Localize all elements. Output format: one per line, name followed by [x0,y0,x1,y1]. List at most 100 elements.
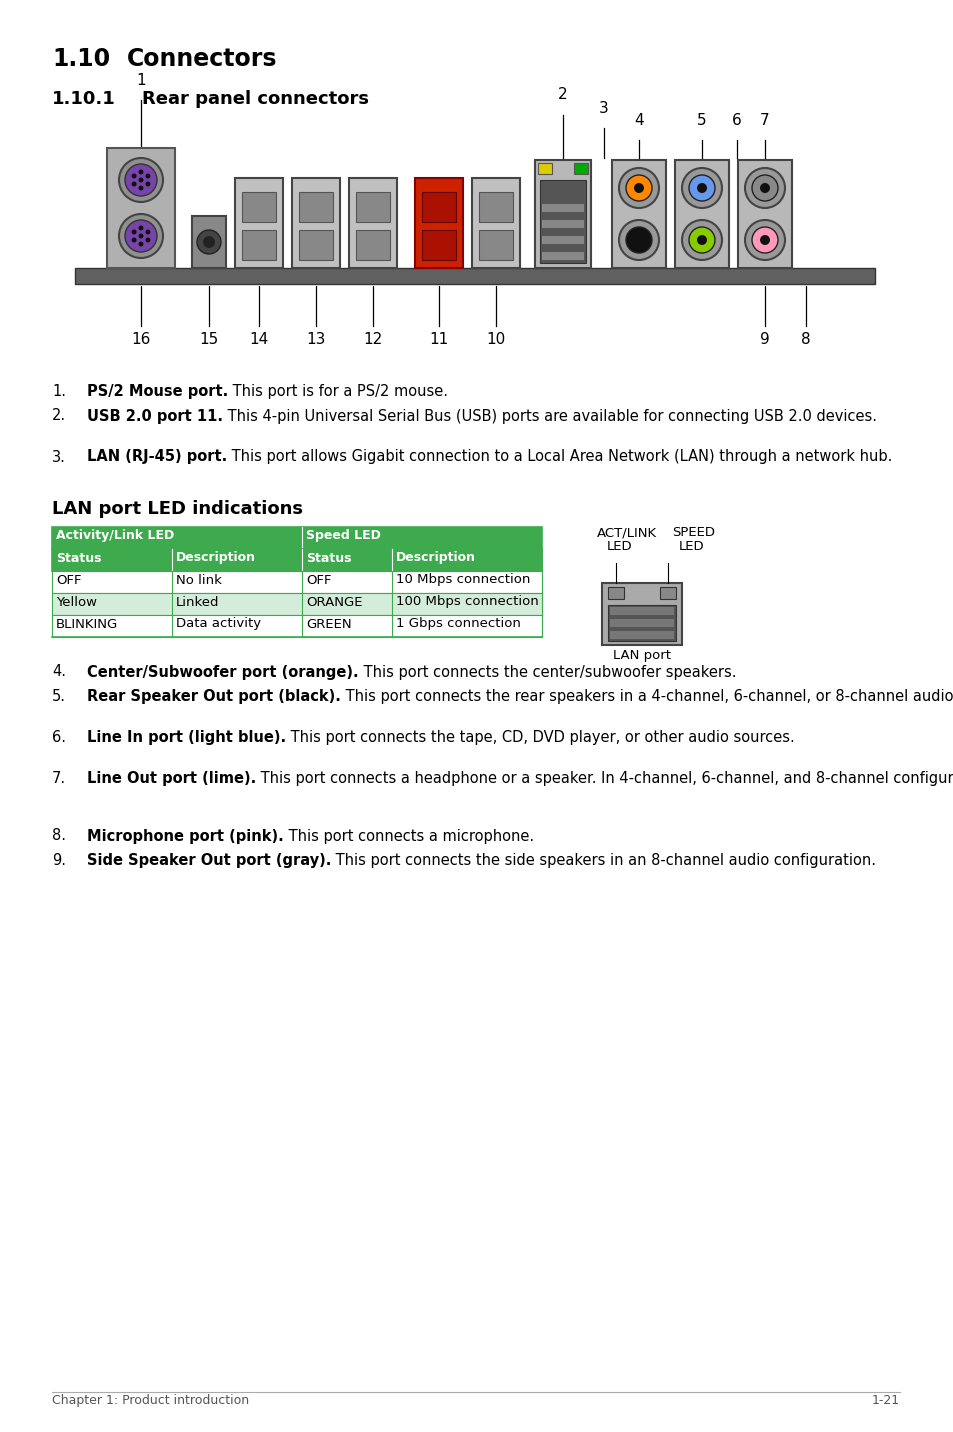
Text: 1 Gbps connection: 1 Gbps connection [395,617,520,630]
Circle shape [138,169,143,175]
Text: Rear panel connectors: Rear panel connectors [142,90,369,107]
Text: Side Speaker Out port (gray).: Side Speaker Out port (gray). [87,853,331,868]
Text: 10: 10 [486,332,505,347]
Bar [421,231,456,261]
Text: This port is for a PS/2 mouse.: This port is for a PS/2 mouse. [228,384,448,400]
Circle shape [618,168,659,208]
Text: Description: Description [395,551,476,564]
Text: 13: 13 [306,332,325,347]
Bar [478,192,513,222]
Circle shape [132,173,136,179]
Bar [609,607,673,614]
Circle shape [119,213,163,258]
Circle shape [744,221,784,261]
Bar [75,268,874,284]
Circle shape [132,238,136,242]
Text: Speed LED: Speed LED [306,530,380,543]
Text: 3.: 3. [52,450,66,464]
Text: Status: Status [306,551,351,564]
Bar [607,587,623,599]
Text: 1.: 1. [52,384,66,400]
Text: 2.: 2. [52,408,66,424]
Circle shape [145,238,151,242]
Text: This port connects a headphone or a speaker. In 4-channel, 6-channel, and 8-chan: This port connects a headphone or a spea… [256,770,953,786]
Bar [612,160,665,268]
Text: Yellow: Yellow [56,596,97,609]
Text: Data activity: Data activity [175,617,261,630]
Bar [421,192,456,222]
Bar [659,587,676,599]
Bar [192,216,226,268]
Bar [478,231,513,261]
Circle shape [618,221,659,261]
Circle shape [138,233,143,239]
Bar [541,236,583,243]
Bar [355,231,390,261]
Circle shape [132,229,136,235]
Bar [298,231,333,261]
Circle shape [119,158,163,202]
Bar [541,203,583,212]
Text: No link: No link [175,573,222,587]
Bar [52,548,541,570]
Bar [539,180,585,263]
Text: Description: Description [175,551,255,564]
Circle shape [625,175,651,200]
Bar [52,593,541,614]
Text: 8.: 8. [52,829,66,843]
Text: 4.: 4. [52,664,66,680]
Text: USB 2.0 port 11.: USB 2.0 port 11. [87,408,223,424]
Circle shape [138,242,143,246]
Circle shape [634,183,643,193]
Circle shape [688,175,714,200]
Text: 1.10.1: 1.10.1 [52,90,115,107]
Text: 100 Mbps connection: 100 Mbps connection [395,596,538,609]
Bar [472,178,519,268]
Text: 9: 9 [760,332,769,347]
Bar [541,252,583,261]
Text: 5.: 5. [52,689,66,705]
Bar [415,178,462,268]
Text: 2: 2 [558,87,567,102]
Text: Chapter 1: Product introduction: Chapter 1: Product introduction [52,1393,249,1408]
Circle shape [132,182,136,186]
Text: 8: 8 [801,332,810,347]
Text: Connectors: Connectors [127,47,277,72]
Bar [609,619,673,627]
Text: 1-21: 1-21 [871,1393,899,1408]
Text: ACT/LINK: ACT/LINK [597,527,657,540]
Text: Center/Subwoofer port (orange).: Center/Subwoofer port (orange). [87,664,358,680]
Text: 10 Mbps connection: 10 Mbps connection [395,573,530,587]
Bar [607,604,676,640]
Circle shape [751,175,778,200]
Text: 6.: 6. [52,730,66,745]
Text: 3: 3 [598,102,608,116]
Bar [52,614,541,636]
Bar [574,163,587,175]
Text: This 4-pin Universal Serial Bus (USB) ports are available for connecting USB 2.0: This 4-pin Universal Serial Bus (USB) po… [223,408,876,424]
Text: 11: 11 [429,332,448,347]
Bar [535,160,590,268]
Circle shape [751,228,778,253]
Text: This port connects a microphone.: This port connects a microphone. [283,829,534,843]
Text: Microphone port (pink).: Microphone port (pink). [87,829,283,843]
Circle shape [138,178,143,182]
Text: Line In port (light blue).: Line In port (light blue). [87,730,286,745]
Circle shape [681,168,721,208]
Bar [601,583,681,644]
Text: 6: 6 [731,113,741,127]
Circle shape [625,228,651,253]
Text: SPEED: SPEED [671,527,714,540]
Text: LAN port LED indications: LAN port LED indications [52,501,303,518]
Circle shape [634,235,643,245]
Bar [541,221,583,228]
Bar [242,192,275,222]
Bar [349,178,396,268]
Text: 5: 5 [697,113,706,127]
Text: LED: LED [606,540,632,554]
Circle shape [760,235,769,245]
Circle shape [125,221,157,252]
Text: 1.10: 1.10 [52,47,110,72]
Text: 7.: 7. [52,770,66,786]
Text: This port connects the tape, CD, DVD player, or other audio sources.: This port connects the tape, CD, DVD pla… [286,730,794,745]
